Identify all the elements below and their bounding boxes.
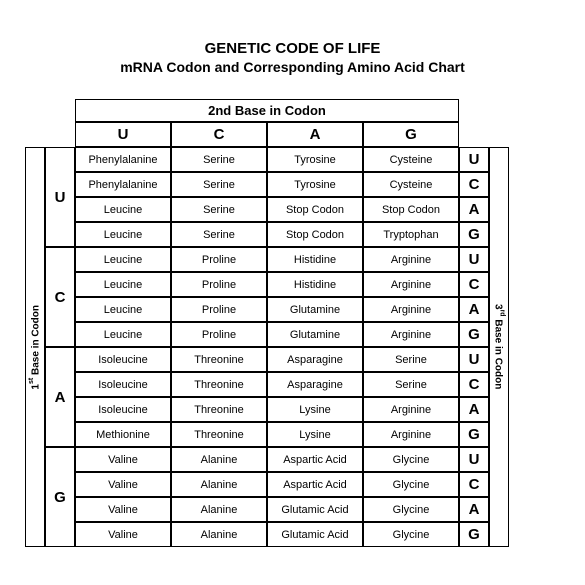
cell-UUG: Leucine [75,222,171,247]
third-base-G-U: U [459,447,489,472]
codon-table: 2nd Base in CodonUCAG1st Base in CodonUP… [25,99,560,547]
cell-CAU: Histidine [267,247,363,272]
cell-CAC: Histidine [267,272,363,297]
third-base-C-G: G [459,322,489,347]
cell-CUU: Leucine [75,247,171,272]
title-1: GENETIC CODE OF LIFE [25,40,560,57]
header-2nd-base: 2nd Base in Codon [75,99,459,122]
cell-CCU: Proline [171,247,267,272]
cell-GGG: Glycine [363,522,459,547]
cell-GCU: Alanine [171,447,267,472]
cell-AUU: Isoleucine [75,347,171,372]
cell-CAA: Glutamine [267,297,363,322]
col-header-G: G [363,122,459,147]
cell-GAA: Glutamic Acid [267,497,363,522]
cell-GCC: Alanine [171,472,267,497]
cell-CUA: Leucine [75,297,171,322]
col-header-A: A [267,122,363,147]
row-header-A: A [45,347,75,447]
third-base-G-C: C [459,472,489,497]
right-axis-label: 3rd Base in Codon [489,147,509,547]
col-header-U: U [75,122,171,147]
third-base-C-U: U [459,247,489,272]
cell-GGC: Glycine [363,472,459,497]
cell-UGU: Cysteine [363,147,459,172]
cell-GGA: Glycine [363,497,459,522]
cell-AGG: Arginine [363,422,459,447]
cell-UAU: Tyrosine [267,147,363,172]
cell-GCG: Alanine [171,522,267,547]
cell-GUC: Valine [75,472,171,497]
third-base-G-A: A [459,497,489,522]
cell-GUA: Valine [75,497,171,522]
cell-GUG: Valine [75,522,171,547]
cell-AGA: Arginine [363,397,459,422]
cell-CCC: Proline [171,272,267,297]
cell-UCC: Serine [171,172,267,197]
third-base-C-C: C [459,272,489,297]
title-block: GENETIC CODE OF LIFE mRNA Codon and Corr… [25,40,560,75]
title-2: mRNA Codon and Corresponding Amino Acid … [25,59,560,75]
col-header-C: C [171,122,267,147]
left-axis-label: 1st Base in Codon [25,147,45,547]
third-base-U-A: A [459,197,489,222]
cell-GAG: Glutamic Acid [267,522,363,547]
third-base-A-U: U [459,347,489,372]
cell-UAG: Stop Codon [267,222,363,247]
cell-GAC: Aspartic Acid [267,472,363,497]
third-base-U-G: G [459,222,489,247]
cell-AAC: Asparagine [267,372,363,397]
row-header-C: C [45,247,75,347]
third-base-A-C: C [459,372,489,397]
row-header-U: U [45,147,75,247]
cell-AUA: Isoleucine [75,397,171,422]
cell-AUC: Isoleucine [75,372,171,397]
cell-GCA: Alanine [171,497,267,522]
cell-AAG: Lysine [267,422,363,447]
cell-CGU: Arginine [363,247,459,272]
cell-UUC: Phenylalanine [75,172,171,197]
row-header-G: G [45,447,75,547]
third-base-A-G: G [459,422,489,447]
cell-UCA: Serine [171,197,267,222]
cell-GUU: Valine [75,447,171,472]
cell-CCG: Proline [171,322,267,347]
cell-AAU: Asparagine [267,347,363,372]
cell-AUG: Methionine [75,422,171,447]
cell-CGG: Arginine [363,322,459,347]
cell-AGC: Serine [363,372,459,397]
cell-CGC: Arginine [363,272,459,297]
cell-CAG: Glutamine [267,322,363,347]
third-base-G-G: G [459,522,489,547]
cell-CCA: Proline [171,297,267,322]
cell-CUG: Leucine [75,322,171,347]
cell-UUA: Leucine [75,197,171,222]
cell-ACA: Threonine [171,397,267,422]
third-base-U-U: U [459,147,489,172]
cell-ACU: Threonine [171,347,267,372]
cell-UUU: Phenylalanine [75,147,171,172]
cell-AAA: Lysine [267,397,363,422]
cell-UGC: Cysteine [363,172,459,197]
cell-UGG: Tryptophan [363,222,459,247]
cell-UAC: Tyrosine [267,172,363,197]
cell-AGU: Serine [363,347,459,372]
cell-CGA: Arginine [363,297,459,322]
cell-UCG: Serine [171,222,267,247]
cell-ACG: Threonine [171,422,267,447]
cell-GGU: Glycine [363,447,459,472]
cell-UCU: Serine [171,147,267,172]
cell-ACC: Threonine [171,372,267,397]
third-base-U-C: C [459,172,489,197]
cell-GAU: Aspartic Acid [267,447,363,472]
third-base-C-A: A [459,297,489,322]
third-base-A-A: A [459,397,489,422]
cell-UAA: Stop Codon [267,197,363,222]
cell-UGA: Stop Codon [363,197,459,222]
cell-CUC: Leucine [75,272,171,297]
